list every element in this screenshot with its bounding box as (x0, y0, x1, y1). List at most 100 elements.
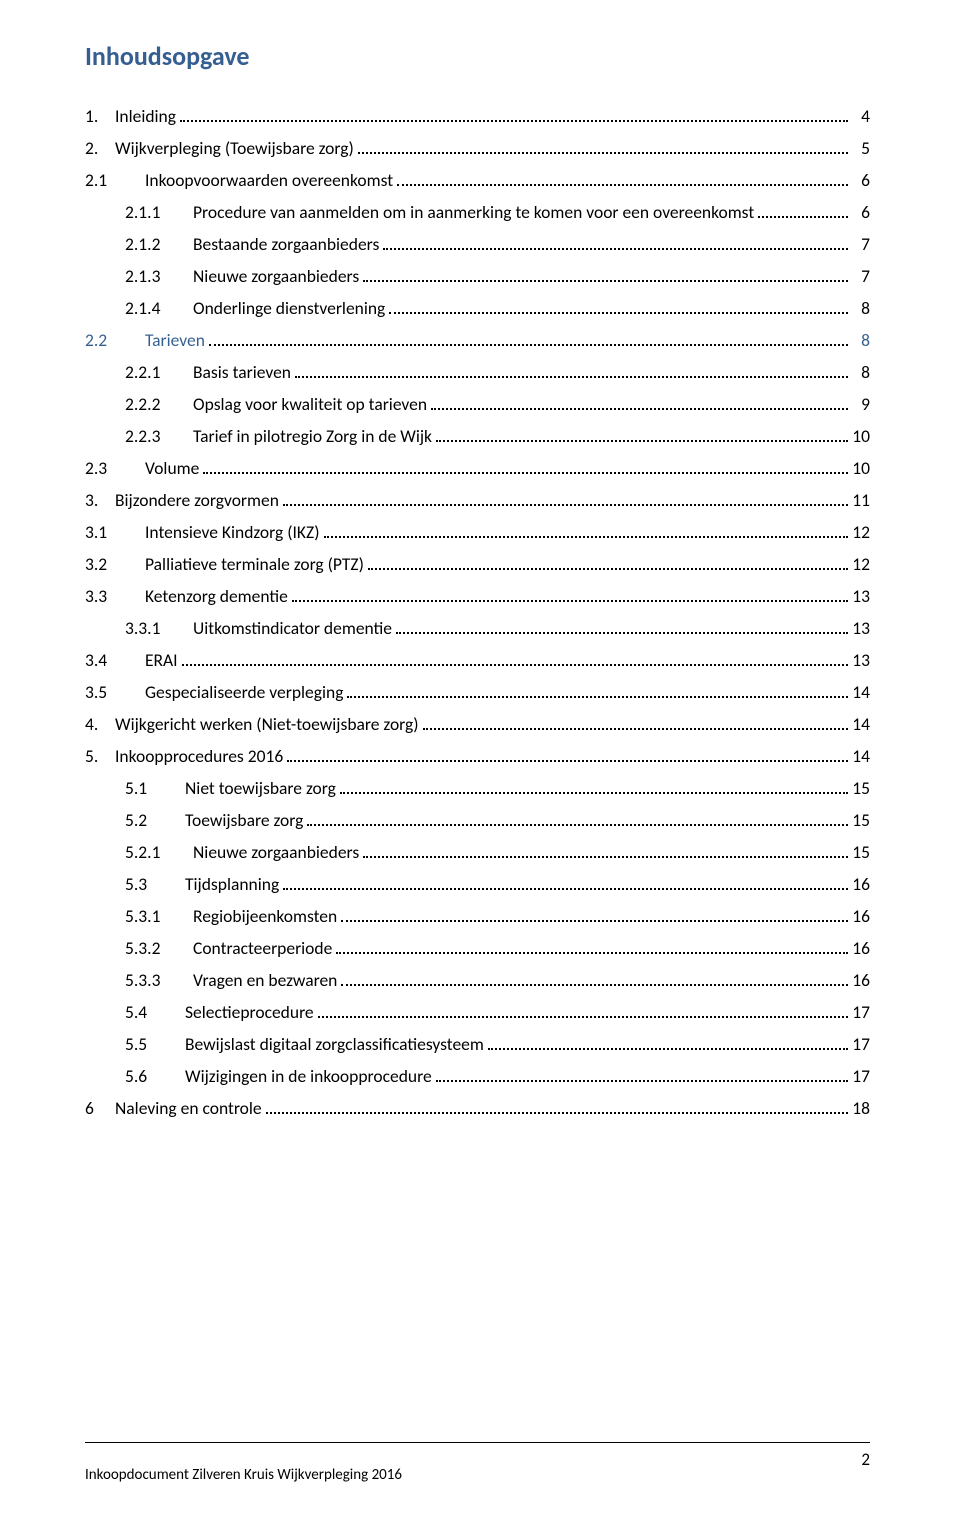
toc-leader-dots (295, 376, 848, 378)
toc-leader-dots (180, 120, 848, 122)
toc-leader-dots (347, 696, 848, 698)
toc-number: 1. (85, 106, 115, 127)
toc-number: 5.3.1 (125, 906, 193, 927)
toc-text: Regiobijeenkomsten (193, 906, 337, 927)
toc-row[interactable]: 6Naleving en controle18 (85, 1098, 870, 1119)
toc-number: 3.3 (85, 586, 145, 607)
toc-row[interactable]: 5.3.2Contracteerperiode16 (85, 938, 870, 959)
toc-row[interactable]: 5.3Tijdsplanning16 (85, 874, 870, 895)
toc-leader-dots (287, 760, 848, 762)
toc-text: Inkoopprocedures 2016 (115, 746, 283, 767)
toc-text: Uitkomstindicator dementie (193, 618, 392, 639)
toc-text: ERAI (145, 650, 178, 671)
table-of-contents: 1.Inleiding4 2.Wijkverpleging (Toewijsbar… (85, 106, 870, 1119)
toc-row[interactable]: 2.2Tarieven8 (85, 330, 870, 351)
toc-row[interactable]: 3.1Intensieve Kindzorg (IKZ)12 (85, 522, 870, 543)
toc-number: 2.1.3 (125, 266, 193, 287)
toc-number: 2. (85, 138, 115, 159)
toc-number: 2.2 (85, 330, 145, 351)
toc-leader-dots (436, 440, 848, 442)
toc-text: Nieuwe zorgaanbieders (193, 842, 359, 863)
toc-page: 10 (852, 458, 870, 479)
toc-page: 16 (852, 906, 870, 927)
toc-page: 8 (852, 362, 870, 383)
toc-row[interactable]: 3.3Ketenzorg dementie13 (85, 586, 870, 607)
toc-text: Intensieve Kindzorg (IKZ) (145, 522, 320, 543)
toc-leader-dots (358, 152, 848, 154)
toc-page: 15 (852, 842, 870, 863)
toc-text: Wijkverpleging (Toewijsbare zorg) (115, 138, 354, 159)
toc-number: 2.3 (85, 458, 145, 479)
toc-row[interactable]: 2.1.3Nieuwe zorgaanbieders7 (85, 266, 870, 287)
toc-page: 15 (852, 810, 870, 831)
toc-text: Toewijsbare zorg (185, 810, 303, 831)
toc-number: 3.2 (85, 554, 145, 575)
toc-row[interactable]: 2.Wijkverpleging (Toewijsbare zorg)5 (85, 138, 870, 159)
toc-leader-dots (436, 1080, 848, 1082)
toc-row[interactable]: 2.2.2Opslag voor kwaliteit op tarieven9 (85, 394, 870, 415)
toc-page: 16 (852, 970, 870, 991)
toc-row[interactable]: 2.2.1Basis tarieven8 (85, 362, 870, 383)
toc-text: Selectieprocedure (185, 1002, 314, 1023)
toc-row[interactable]: 1.Inleiding4 (85, 106, 870, 127)
toc-page: 12 (852, 522, 870, 543)
toc-number: 5.3.2 (125, 938, 193, 959)
toc-number: 6 (85, 1098, 115, 1119)
footer-doc-title: Inkoopdocument Zilveren Kruis Wijkverple… (85, 1466, 402, 1484)
toc-leader-dots (758, 216, 848, 218)
toc-row[interactable]: 5.Inkoopprocedures 201614 (85, 746, 870, 767)
toc-text: Opslag voor kwaliteit op tarieven (193, 394, 427, 415)
toc-row[interactable]: 5.3.1Regiobijeenkomsten 16 (85, 906, 870, 927)
toc-leader-dots (209, 344, 848, 346)
toc-row[interactable]: 2.3Volume 10 (85, 458, 870, 479)
toc-row[interactable]: 3.5Gespecialiseerde verpleging14 (85, 682, 870, 703)
toc-row[interactable]: 5.6Wijzigingen in de inkoopprocedure17 (85, 1066, 870, 1087)
toc-page: 4 (852, 106, 870, 127)
toc-page: 13 (852, 586, 870, 607)
toc-row[interactable]: 2.2.3Tarief in pilotregio Zorg in de Wij… (85, 426, 870, 447)
toc-text: Palliatieve terminale zorg (PTZ) (145, 554, 364, 575)
toc-page: 10 (852, 426, 870, 447)
toc-text: Volume (145, 458, 199, 479)
toc-page: 17 (852, 1002, 870, 1023)
toc-number: 5.4 (125, 1002, 185, 1023)
toc-text: Bijzondere zorgvormen (115, 490, 279, 511)
toc-row[interactable]: 2.1.1Procedure van aanmelden om in aanme… (85, 202, 870, 223)
toc-row[interactable]: 2.1.2Bestaande zorgaanbieders7 (85, 234, 870, 255)
toc-leader-dots (488, 1048, 848, 1050)
toc-row[interactable]: 5.2Toewijsbare zorg15 (85, 810, 870, 831)
toc-leader-dots (307, 824, 848, 826)
toc-row[interactable]: 3.3.1Uitkomstindicator dementie13 (85, 618, 870, 639)
toc-page: 17 (852, 1066, 870, 1087)
toc-row[interactable]: 5.3.3Vragen en bezwaren16 (85, 970, 870, 991)
toc-text: Nieuwe zorgaanbieders (193, 266, 359, 287)
toc-leader-dots (341, 984, 848, 986)
toc-row[interactable]: 5.4Selectieprocedure 17 (85, 1002, 870, 1023)
toc-row[interactable]: 2.1.4Onderlinge dienstverlening8 (85, 298, 870, 319)
toc-row[interactable]: 2.1Inkoopvoorwaarden overeenkomst6 (85, 170, 870, 191)
toc-number: 5.3.3 (125, 970, 193, 991)
toc-row[interactable]: 4.Wijkgericht werken (Niet-toewijsbare z… (85, 714, 870, 735)
toc-number: 5. (85, 746, 115, 767)
toc-number: 2.2.3 (125, 426, 193, 447)
toc-text: Basis tarieven (193, 362, 291, 383)
toc-row[interactable]: 3.2Palliatieve terminale zorg (PTZ)12 (85, 554, 870, 575)
toc-text: Tarief in pilotregio Zorg in de Wijk (193, 426, 432, 447)
toc-number: 3.5 (85, 682, 145, 703)
toc-page: 11 (852, 490, 870, 511)
toc-row[interactable]: 5.5Bewijslast digitaal zorgclassificatie… (85, 1034, 870, 1055)
toc-page: 13 (852, 618, 870, 639)
toc-number: 3.4 (85, 650, 145, 671)
toc-number: 2.1 (85, 170, 145, 191)
toc-leader-dots (283, 504, 848, 506)
toc-row[interactable]: 3.4ERAI13 (85, 650, 870, 671)
toc-leader-dots (363, 856, 848, 858)
toc-leader-dots (292, 600, 848, 602)
toc-page: 9 (852, 394, 870, 415)
toc-page: 7 (852, 234, 870, 255)
toc-row[interactable]: 5.1Niet toewijsbare zorg15 (85, 778, 870, 799)
toc-page: 6 (852, 202, 870, 223)
toc-row[interactable]: 3.Bijzondere zorgvormen11 (85, 490, 870, 511)
toc-row[interactable]: 5.2.1Nieuwe zorgaanbieders15 (85, 842, 870, 863)
footer-page-number: 2 (861, 1449, 870, 1470)
